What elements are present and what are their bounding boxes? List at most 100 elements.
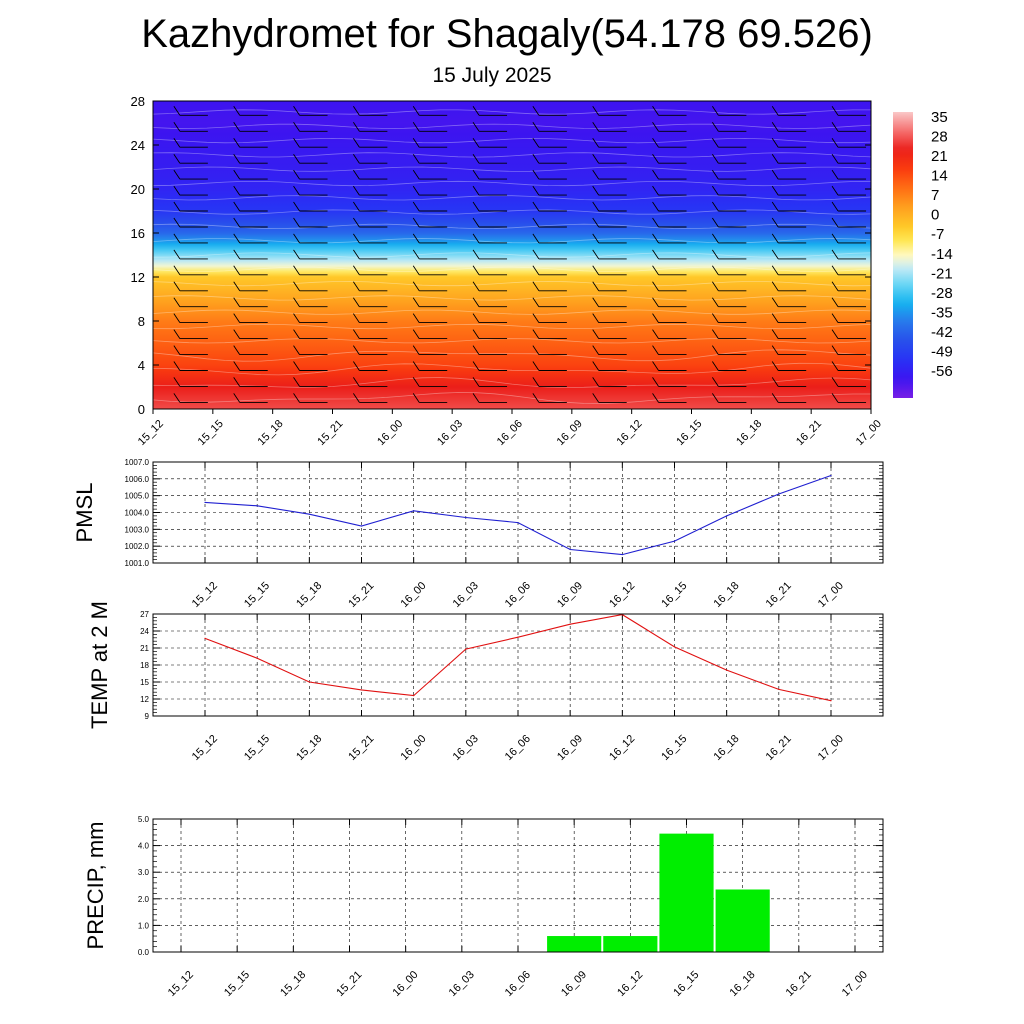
- data-point: [465, 648, 467, 650]
- wind-barb: [712, 377, 747, 387]
- wind-barb: [353, 122, 388, 132]
- wind-barb: [173, 217, 208, 228]
- data-point: [413, 695, 415, 697]
- wind-barb: [771, 169, 807, 180]
- wind-barb: [652, 329, 687, 340]
- wind-barb: [592, 201, 627, 212]
- ytick-label: 0.0: [138, 948, 150, 957]
- ytick-label: 24: [140, 627, 149, 636]
- wind-barb: [293, 361, 328, 371]
- data-point: [621, 553, 623, 556]
- data-point: [360, 525, 363, 527]
- wind-barb: [353, 281, 388, 292]
- wind-barb: [771, 361, 807, 371]
- heatmap-ytick-label: 24: [131, 138, 145, 153]
- ytick-label: 21: [140, 644, 149, 653]
- wind-barb: [472, 153, 508, 164]
- wind-barb: [532, 185, 567, 196]
- precip-bar: [547, 936, 602, 952]
- wind-barb: [293, 297, 328, 308]
- wind-barb: [233, 201, 268, 212]
- wind-barb: [652, 122, 687, 132]
- wind-barb: [771, 281, 807, 292]
- wind-barb: [293, 329, 328, 340]
- wind-barb: [412, 169, 448, 180]
- heatmap-ytick-label: 20: [131, 182, 145, 197]
- ytick-label: 15: [140, 678, 149, 687]
- wind-barb: [353, 185, 388, 196]
- wind-barb: [353, 377, 388, 387]
- colorbar-label: -28: [931, 285, 953, 302]
- wind-barb: [652, 185, 687, 196]
- wind-barb: [831, 329, 867, 340]
- wind-barb: [831, 217, 867, 228]
- wind-barb: [293, 122, 328, 132]
- wind-barb: [652, 297, 687, 308]
- wind-barb: [353, 329, 388, 340]
- data-point: [204, 637, 206, 639]
- wind-barb: [712, 169, 747, 180]
- wind-barb: [771, 313, 807, 324]
- wind-barb: [233, 329, 268, 340]
- precip-panel: 0.0 1.0 2.0 3.0 4.0 5.0 15_12 15_15 15_18 15_21 16…: [83, 815, 884, 999]
- colorbar-label: -56: [931, 363, 953, 380]
- data-point: [673, 646, 676, 648]
- wind-barb: [173, 106, 208, 116]
- wind-barb: [353, 217, 388, 228]
- wind-barb: [532, 313, 567, 324]
- wind-barb: [592, 185, 627, 196]
- pmsl-panel: 1001.0 1002.0 1003.0 1004.0 1005.0 1006.0 1007…: [72, 458, 884, 610]
- wind-barb: [233, 137, 268, 148]
- data-point: [256, 657, 258, 659]
- heatmap-xtick-label: 16_15: [674, 418, 704, 448]
- wind-barb: [592, 393, 627, 403]
- wind-barb: [532, 233, 567, 244]
- wind-barb: [532, 393, 567, 403]
- heatmap-xtick-label: 16_21: [794, 418, 824, 448]
- wind-barb: [831, 169, 867, 180]
- heatmap-ytick-label: 4: [138, 358, 145, 373]
- xtick-label: 15_12: [190, 580, 220, 610]
- wind-barb: [293, 393, 328, 403]
- wind-barb: [173, 122, 208, 132]
- panel-frame: [152, 461, 884, 564]
- wind-barb: [233, 393, 268, 403]
- wind-barb: [712, 201, 747, 212]
- data-point: [569, 623, 571, 625]
- wind-barb: [712, 217, 747, 228]
- wind-barb: [412, 313, 448, 324]
- xtick-label: 15_21: [334, 969, 364, 999]
- wind-barb: [412, 345, 448, 356]
- wind-barb: [712, 153, 747, 164]
- wind-barb: [173, 297, 208, 308]
- wind-barb: [652, 249, 687, 260]
- colorbar-label: -21: [931, 265, 953, 282]
- wind-barb: [293, 377, 328, 387]
- wind-barb: [412, 137, 448, 148]
- wind-barbs: [173, 106, 867, 403]
- xtick-label: 16_15: [671, 969, 701, 999]
- wind-barb: [412, 361, 448, 371]
- wind-barb: [592, 265, 627, 276]
- wind-barb: [173, 377, 208, 387]
- xtick-label: 15_21: [346, 733, 376, 763]
- heatmap-field: [153, 101, 871, 409]
- wind-barb: [412, 265, 448, 276]
- temp-panel: 9 12 15 18 21 24 27 15_12 15_15 15_18 15_21 16_00 16…: [87, 601, 884, 763]
- wind-barb: [831, 249, 867, 260]
- wind-barb: [293, 137, 328, 148]
- wind-barb: [173, 137, 208, 148]
- wind-barb: [233, 153, 268, 164]
- heatmap-xtick-label: 16_03: [435, 418, 465, 448]
- wind-barb: [652, 345, 687, 356]
- ytick-label: 1001.0: [125, 559, 150, 568]
- ylabel: PMSL: [72, 483, 97, 543]
- xtick-label: 16_00: [398, 580, 428, 610]
- wind-barb: [712, 393, 747, 403]
- wind-barb: [173, 233, 208, 244]
- wind-barb: [233, 249, 268, 260]
- wind-barb: [592, 122, 627, 132]
- xtick-label: 16_15: [659, 733, 689, 763]
- wind-barb: [472, 281, 508, 292]
- wind-barb: [712, 361, 747, 371]
